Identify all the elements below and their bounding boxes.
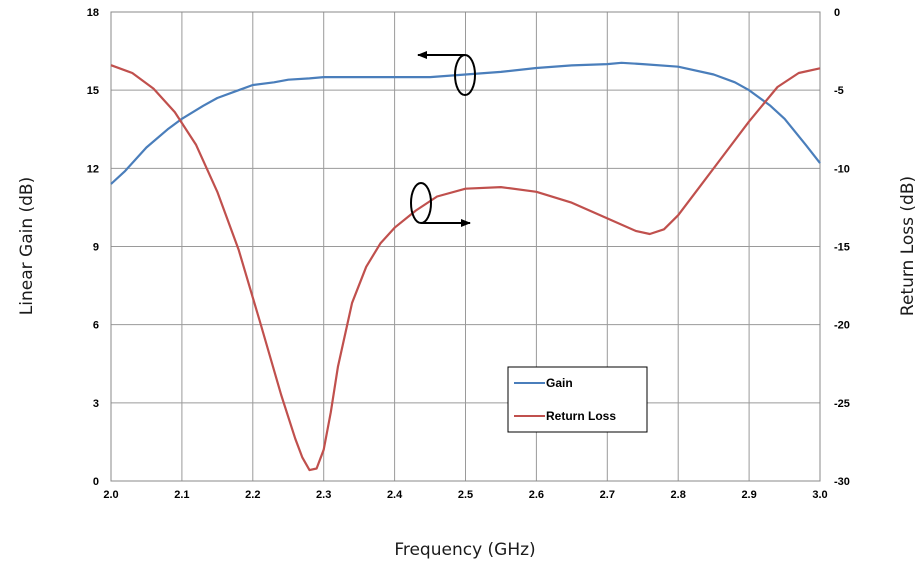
x-tick-label: 2.5	[458, 489, 473, 501]
left-y-tick-label: 3	[93, 398, 99, 410]
x-tick-label: 2.6	[529, 489, 544, 501]
right-y-tick-label: -5	[834, 85, 844, 97]
x-tick-label: 3.0	[812, 489, 827, 501]
right-y-tick-label: -25	[834, 398, 850, 410]
x-tick-label: 2.3	[316, 489, 331, 501]
legend-return-loss-label: Return Loss	[546, 409, 616, 423]
right-y-tick-label: -20	[834, 320, 850, 332]
legend: Gain Return Loss	[508, 367, 647, 432]
x-tick-label: 2.9	[741, 489, 756, 501]
right-y-axis-ticks: -30 -25 -20 -15 -10 -5 0	[834, 7, 850, 488]
left-y-axis-title: Linear Gain (dB)	[17, 177, 37, 315]
x-tick-label: 2.7	[600, 489, 615, 501]
gridlines	[111, 12, 820, 481]
right-y-tick-label: -15	[834, 242, 850, 254]
left-y-axis-ticks: 0 3 6 9 12 15 18	[87, 7, 99, 488]
left-y-tick-label: 6	[93, 320, 99, 332]
left-y-tick-label: 9	[93, 242, 99, 254]
left-y-tick-label: 18	[87, 7, 99, 19]
x-axis-ticks: 2.0 2.1 2.2 2.3 2.4 2.5 2.6 2.7 2.8 2.9 3.0	[103, 489, 827, 501]
left-y-tick-label: 0	[93, 476, 99, 488]
x-axis-title: Frequency (GHz)	[394, 540, 535, 560]
right-y-tick-label: 0	[834, 7, 840, 19]
left-y-tick-label: 12	[87, 163, 99, 175]
right-y-axis-title: Return Loss (dB)	[898, 176, 918, 316]
right-y-tick-label: -10	[834, 163, 850, 175]
x-tick-label: 2.2	[245, 489, 260, 501]
left-y-tick-label: 15	[87, 85, 99, 97]
right-y-tick-label: -30	[834, 476, 850, 488]
x-tick-label: 2.0	[103, 489, 118, 501]
x-tick-label: 2.8	[671, 489, 686, 501]
x-tick-label: 2.4	[387, 489, 403, 501]
legend-gain-label: Gain	[546, 376, 573, 390]
x-tick-label: 2.1	[174, 489, 189, 501]
